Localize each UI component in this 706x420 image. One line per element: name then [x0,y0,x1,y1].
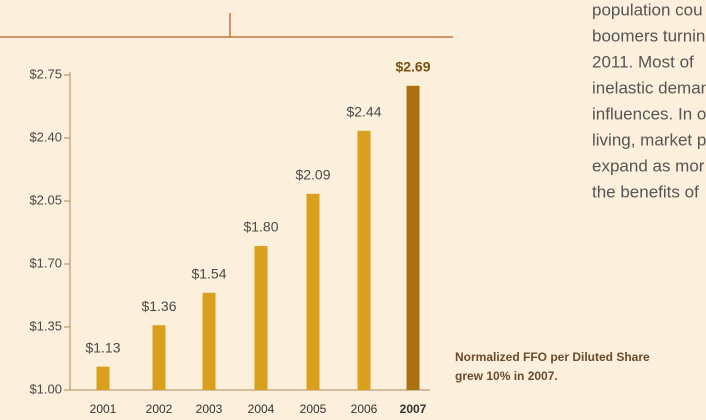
y-tick-label: $2.75 [29,66,62,81]
y-tick-label: $1.00 [29,381,62,396]
x-tick-label: 2004 [248,402,275,416]
caption-line: grew 10% in 2007. [455,369,558,383]
value-label: $2.69 [395,59,430,75]
paragraph-line: expand as mor [592,156,705,175]
paragraph-line: living, market p [592,130,706,149]
paragraph-line: boomers turnin [592,26,705,45]
paragraph-line: influences. In o [592,104,706,123]
paragraph-line: population cou [592,0,703,19]
bar [357,130,371,391]
value-label: $2.09 [295,167,330,183]
value-label: $1.80 [243,219,278,235]
value-label: $1.13 [85,339,120,355]
value-label: $2.44 [346,104,381,120]
x-tick-label: 2006 [351,402,378,416]
bar [96,366,110,390]
x-tick-label: 2003 [196,402,223,416]
x-tick-label: 2005 [300,402,327,416]
bar [406,85,420,391]
value-label: $1.54 [191,266,226,282]
x-tick-label: 2002 [146,402,173,416]
y-tick-label: $2.05 [29,192,62,207]
y-tick-label: $1.35 [29,318,62,333]
paragraph-line: the benefits of [592,182,699,201]
caption-line: Normalized FFO per Diluted Share [455,350,650,364]
value-label: $1.36 [141,298,176,314]
y-tick-label: $1.70 [29,255,62,270]
y-tick-label: $2.40 [29,129,62,144]
bar [306,193,320,390]
bar [202,292,216,390]
bar [254,246,268,390]
paragraph-line: inelastic deman [592,78,706,97]
x-tick-label: 2007 [400,402,427,416]
x-tick-label: 2001 [90,402,117,416]
bar [152,325,166,390]
paragraph-line: 2011. Most of [592,52,694,71]
